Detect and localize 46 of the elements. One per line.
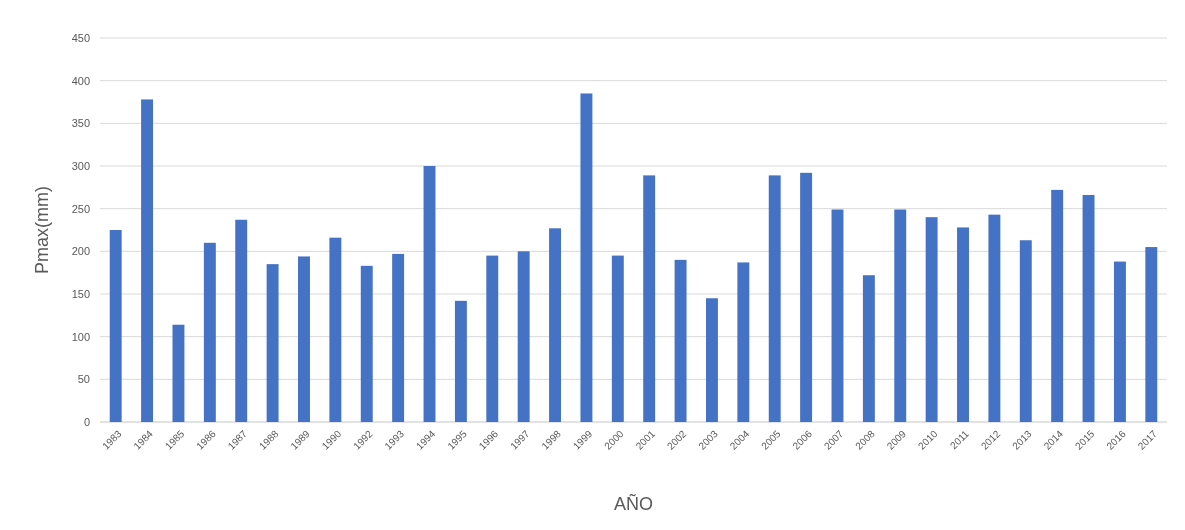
bar xyxy=(235,219,248,422)
y-tick-label: 350 xyxy=(71,117,90,130)
bar xyxy=(768,175,781,422)
x-axis-title: AÑO xyxy=(613,493,654,514)
bar xyxy=(203,242,216,422)
bar xyxy=(298,256,310,422)
bar xyxy=(957,227,969,422)
bar xyxy=(172,324,185,422)
bar xyxy=(580,93,593,422)
bar xyxy=(141,99,154,422)
bar xyxy=(1082,195,1095,422)
bar xyxy=(1145,247,1158,422)
bar xyxy=(266,264,279,422)
bar xyxy=(454,300,467,422)
bar xyxy=(800,172,813,422)
bar xyxy=(925,217,938,422)
bar xyxy=(423,166,436,422)
bar xyxy=(1019,240,1032,422)
bar xyxy=(329,237,342,422)
bar xyxy=(517,251,530,422)
bar xyxy=(360,265,373,422)
y-tick-label: 50 xyxy=(77,373,90,386)
bar xyxy=(705,298,718,422)
bar xyxy=(988,214,1001,422)
y-tick-label: 250 xyxy=(71,202,90,215)
bar xyxy=(1051,189,1064,422)
y-tick-label: 200 xyxy=(71,245,90,258)
y-axis-title: Pmax(mm) xyxy=(32,186,52,274)
y-tick-label: 450 xyxy=(71,31,90,44)
y-tick-label: 0 xyxy=(83,415,90,428)
bar xyxy=(862,275,875,422)
y-tick-label: 100 xyxy=(71,330,90,343)
bar xyxy=(486,255,499,422)
bar xyxy=(109,230,122,422)
y-tick-label: 300 xyxy=(71,159,90,172)
bar xyxy=(643,175,656,422)
bar xyxy=(549,228,562,422)
bar xyxy=(674,259,687,422)
bar xyxy=(611,255,624,422)
y-tick-label: 150 xyxy=(71,287,90,300)
bar xyxy=(1113,261,1126,422)
bar xyxy=(737,262,750,422)
bar xyxy=(392,253,405,422)
bar xyxy=(894,209,907,422)
bar xyxy=(831,209,844,422)
y-tick-label: 400 xyxy=(71,74,90,87)
